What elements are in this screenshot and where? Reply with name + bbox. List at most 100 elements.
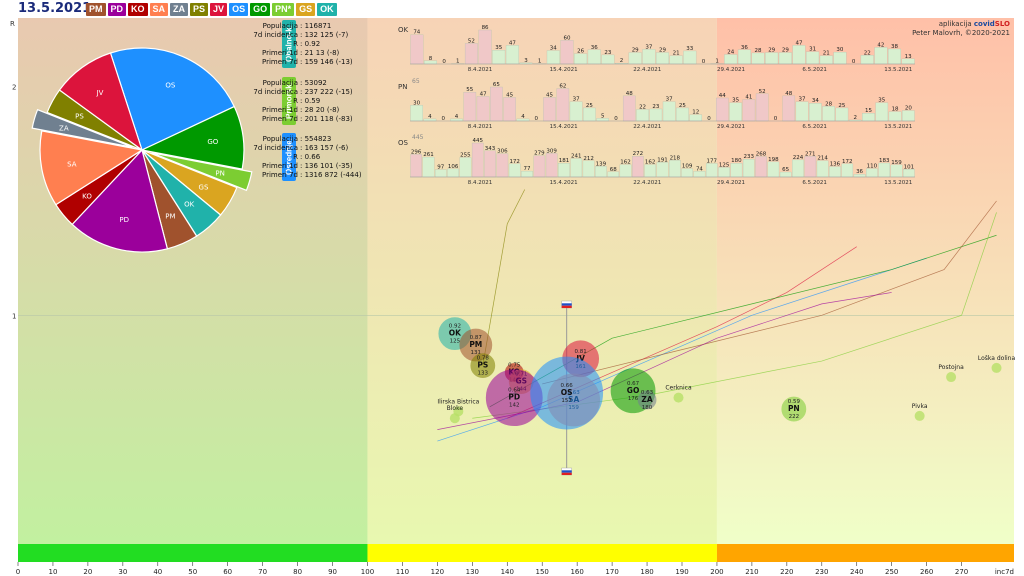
region-bar-label: 139 <box>596 161 607 167</box>
region-bar-label: 35 <box>495 45 502 51</box>
pie-label: PS <box>75 113 84 121</box>
region-bar-label: 172 <box>509 159 520 165</box>
chip-go[interactable]: GO <box>250 3 271 16</box>
region-bar-label: 21 <box>823 51 830 57</box>
bubble-r-value: 0.64 <box>508 388 521 394</box>
region-bar <box>806 51 820 65</box>
region-bar-label: 110 <box>867 164 878 170</box>
region-bar <box>595 166 607 178</box>
region-bar-label: 25 <box>586 103 593 109</box>
bubble-label: OS <box>561 388 573 397</box>
zone-bg-yellow <box>367 18 717 544</box>
stat-key: Primeri 7d <box>262 58 298 66</box>
chip-ko[interactable]: KO <box>128 3 148 16</box>
chip-pd[interactable]: PD <box>107 3 127 16</box>
pie-label: PN <box>215 170 224 178</box>
region-bar <box>649 108 663 122</box>
region-bar-label: 0 <box>852 59 856 65</box>
region-bar <box>765 52 779 65</box>
bubble-r-value: 0.87 <box>470 335 483 341</box>
chip-pm[interactable]: PM <box>86 3 106 16</box>
bubble-label: PM <box>469 340 482 349</box>
region-bar <box>822 106 835 122</box>
chip-za[interactable]: ZA <box>170 3 189 16</box>
region-bar-label: 29 <box>632 48 639 54</box>
town-dot <box>673 392 684 403</box>
chip-ps[interactable]: PS <box>190 3 209 16</box>
region-bar-label: 31 <box>809 47 816 53</box>
region-bar-label: 0 <box>774 116 778 122</box>
region-bar <box>628 52 642 65</box>
region-bar <box>622 95 636 122</box>
region-bar-label: 261 <box>423 152 434 158</box>
header-bar: 13.5.2021 PM PD KO SA ZA PS JV OS GO PN* GS OK <box>0 0 1024 18</box>
stat-key: Populacija <box>262 79 298 87</box>
region-bar-label: 1 <box>538 59 542 65</box>
region-bar-label: 18 <box>892 107 899 113</box>
region-bar <box>574 53 588 65</box>
region-bar <box>742 99 756 122</box>
credit: aplikacija covidSLO Peter Malovrh, ©2020… <box>912 20 1010 38</box>
region-bar-label: 271 <box>805 151 816 157</box>
chip-jv[interactable]: JV <box>210 3 228 16</box>
region-bar <box>543 97 556 122</box>
region-date-tick: 29.4.2021 <box>717 180 745 186</box>
stat-key: Primeri 7d <box>262 171 298 179</box>
region-bar-label: 218 <box>670 155 681 161</box>
region-bar <box>422 156 435 178</box>
region-bar <box>662 101 676 122</box>
region-bar-label: 68 <box>610 167 617 173</box>
region-bar-label: 162 <box>645 160 656 166</box>
region-bar-label: 55 <box>466 87 473 93</box>
bubble-pn <box>781 396 807 422</box>
stat-key: 7d incidenca <box>253 144 298 152</box>
region-bar-label: 36 <box>741 45 748 51</box>
bubble-inc-value: 222 <box>789 414 800 420</box>
region-bar <box>874 47 888 65</box>
x-tick-label: 60 <box>223 568 232 576</box>
region-bar <box>656 162 669 178</box>
region-bar-label: 23 <box>604 50 611 56</box>
region-bar-label: 26 <box>577 49 584 55</box>
x-tick-label: 10 <box>48 568 57 576</box>
stat-value: : 53092 <box>300 79 327 87</box>
region-date-tick: 29.4.2021 <box>717 124 745 130</box>
chip-pn[interactable]: PN* <box>272 3 295 16</box>
region-bar <box>705 163 718 178</box>
region-bar-label: 106 <box>448 164 459 170</box>
region-bar-label: 52 <box>468 38 475 44</box>
chip-sa[interactable]: SA <box>149 3 169 16</box>
region-bar <box>503 97 516 122</box>
x-tick-label: 220 <box>780 568 793 576</box>
region-bar-label: 4 <box>521 114 525 120</box>
chip-os[interactable]: OS <box>229 3 249 16</box>
region-bar-label: 48 <box>785 91 792 97</box>
region-bar-label: 224 <box>793 155 804 161</box>
region-bar <box>636 109 649 122</box>
chip-ok[interactable]: OK <box>317 3 337 16</box>
region-date-tick: 6.5.2021 <box>802 67 827 73</box>
region-bar-label: 183 <box>879 158 890 164</box>
pie-label: GS <box>199 183 209 191</box>
region-bar-label: 25 <box>679 103 686 109</box>
region-bar <box>718 167 730 178</box>
pie-slice-pd <box>71 148 169 253</box>
region-bar-label: 38 <box>891 44 898 50</box>
chip-gs[interactable]: GS <box>296 3 316 16</box>
region-bar <box>545 153 558 178</box>
bubble-za <box>637 390 657 410</box>
stat-key: Primeri 1d <box>262 49 298 57</box>
region-bar-label: 214 <box>817 156 828 162</box>
region-bar <box>878 162 891 178</box>
region-bar-label: 191 <box>657 157 668 163</box>
region-bar <box>464 43 478 65</box>
zone-bar-2 <box>716 544 1014 562</box>
stat-value: : 0.66 <box>300 153 321 161</box>
region-bar <box>459 157 472 178</box>
region-bar-label: 0 <box>442 59 446 65</box>
region-bar-label: 74 <box>413 30 420 36</box>
bubble-r-value: 0.59 <box>788 399 801 405</box>
region-bar <box>471 142 484 178</box>
bubble-inc-value: 131 <box>471 350 482 356</box>
region-bar-label: 233 <box>743 154 754 160</box>
